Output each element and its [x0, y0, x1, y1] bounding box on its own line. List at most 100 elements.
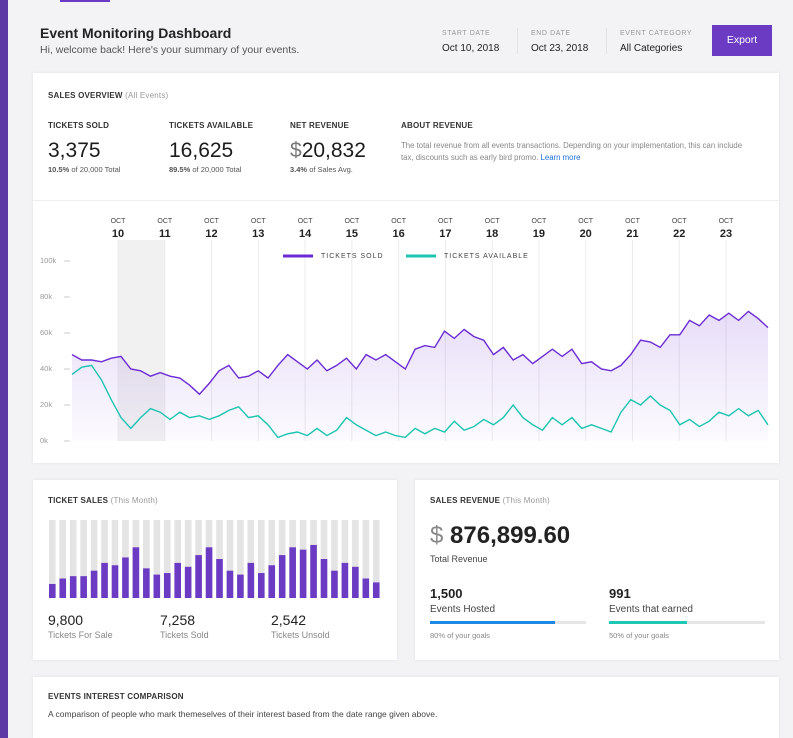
goal-value: 991: [609, 586, 631, 601]
card-title: SALES OVERVIEW (All Events): [48, 91, 168, 100]
bar: [216, 559, 223, 598]
bar-track: [153, 520, 161, 598]
bar-track: [101, 520, 108, 598]
x-tick-day: 23: [720, 228, 732, 240]
y-tick-label: 40k: [40, 364, 52, 373]
stat-label: Tickets Sold: [160, 630, 209, 640]
export-button[interactable]: Export: [712, 25, 772, 56]
filter-value[interactable]: Oct 10, 2018: [442, 43, 500, 54]
separator: [606, 28, 607, 54]
bar: [247, 562, 255, 598]
x-tick-day: 21: [626, 228, 638, 240]
card-text: A comparison of people who mark themesel…: [48, 709, 438, 719]
progress-label: 80% of your goals: [430, 631, 491, 640]
goal-value: 1,500: [430, 586, 463, 601]
filter-label: START DATE: [442, 30, 491, 37]
bar: [268, 565, 276, 598]
bar: [341, 562, 349, 598]
sales-revenue-card: [415, 480, 779, 660]
tab-indicator: [60, 0, 110, 2]
stat-value: 9,800: [48, 612, 84, 628]
y-tick-label: 60k: [40, 328, 52, 337]
stat-sub: 3.4% of Sales Avg.: [290, 165, 353, 174]
bar-track: [372, 520, 380, 598]
bar: [299, 549, 307, 598]
learn-more-link[interactable]: Learn more: [540, 153, 581, 162]
legend-label: TICKETS AVAILABLE: [444, 253, 529, 260]
x-tick-month: OCT: [438, 218, 454, 225]
x-tick-month: OCT: [719, 218, 735, 225]
currency: $: [430, 522, 444, 549]
filter-value[interactable]: All Categories: [620, 43, 683, 54]
x-tick-day: 18: [486, 228, 498, 240]
bar: [132, 547, 140, 598]
stat-value: 2,542: [271, 612, 307, 628]
currency: $: [290, 139, 302, 162]
value: 20,832: [301, 139, 366, 162]
card-title: EVENTS INTEREST COMPARISON: [48, 692, 184, 701]
x-tick-day: 19: [533, 228, 545, 240]
progress-fill: [430, 621, 555, 624]
stat-label: NET REVENUE: [290, 121, 350, 130]
bar-track: [174, 520, 181, 598]
line-chart: OCT 10 OCT 11 OCT 12 OCT 13 OCT 14 OCT 15 OCT 16 OCT 17…: [40, 218, 769, 445]
title: SALES REVENUE: [430, 496, 501, 505]
x-tick-day: 16: [392, 228, 404, 240]
bar-track: [362, 520, 370, 598]
y-tick-label: 20k: [40, 400, 52, 409]
x-tick-month: OCT: [157, 218, 173, 225]
events-interest-card: [33, 677, 779, 738]
bar-track: [341, 520, 349, 598]
card-title: SALES REVENUE (This Month): [430, 496, 550, 505]
bar-track: [163, 520, 171, 598]
bar-track: [331, 520, 338, 598]
bar: [59, 578, 67, 598]
x-tick-month: OCT: [204, 218, 220, 225]
about-label: ABOUT REVENUE: [401, 121, 473, 130]
bar: [310, 544, 317, 598]
filter-label: EVENT CATEGORY: [620, 30, 693, 37]
y-tick-label: 100k: [40, 256, 57, 265]
bar-track: [184, 520, 192, 598]
stat-sub: 10.5% of 20,000 Total: [48, 165, 120, 174]
bar-track: [237, 520, 244, 598]
x-tick-day: 15: [346, 228, 358, 240]
x-tick-day: 11: [159, 228, 171, 240]
bar-track: [226, 520, 234, 598]
bar: [122, 557, 129, 598]
bar: [101, 562, 108, 598]
x-tick-day: 20: [580, 228, 592, 240]
title: TICKET SALES: [48, 496, 109, 505]
filter-value[interactable]: Oct 23, 2018: [531, 43, 589, 54]
bar-track: [59, 520, 67, 598]
goal-label: Events Hosted: [430, 604, 496, 615]
bar: [174, 562, 181, 598]
x-tick-day: 22: [673, 228, 685, 240]
title-note: (This Month): [502, 496, 550, 505]
bar: [153, 574, 161, 598]
divider: [33, 200, 779, 201]
title-note: (This Month): [110, 496, 158, 505]
x-tick-day: 14: [299, 228, 312, 240]
x-tick-day: 10: [112, 228, 124, 240]
bar: [49, 583, 56, 598]
x-tick-month: OCT: [111, 218, 127, 225]
bar-track: [69, 520, 77, 598]
bar-track: [90, 520, 98, 598]
about-text: The total revenue from all events transa…: [401, 140, 751, 164]
legend-label: TICKETS SOLD: [321, 253, 384, 260]
bar: [163, 573, 171, 598]
title: SALES OVERVIEW: [48, 91, 123, 100]
bar-track: [80, 520, 87, 598]
sub-value: 3.4%: [290, 165, 308, 174]
filter-label: END DATE: [531, 30, 571, 37]
bar: [372, 582, 380, 598]
stat-value: $20,832: [290, 139, 366, 163]
x-tick-day: 12: [205, 228, 217, 240]
total: 876,899.60: [450, 522, 571, 549]
x-tick-month: OCT: [485, 218, 501, 225]
text: The total revenue from all events transa…: [401, 141, 743, 162]
bar: [69, 576, 77, 598]
x-tick-day: 17: [439, 228, 451, 240]
